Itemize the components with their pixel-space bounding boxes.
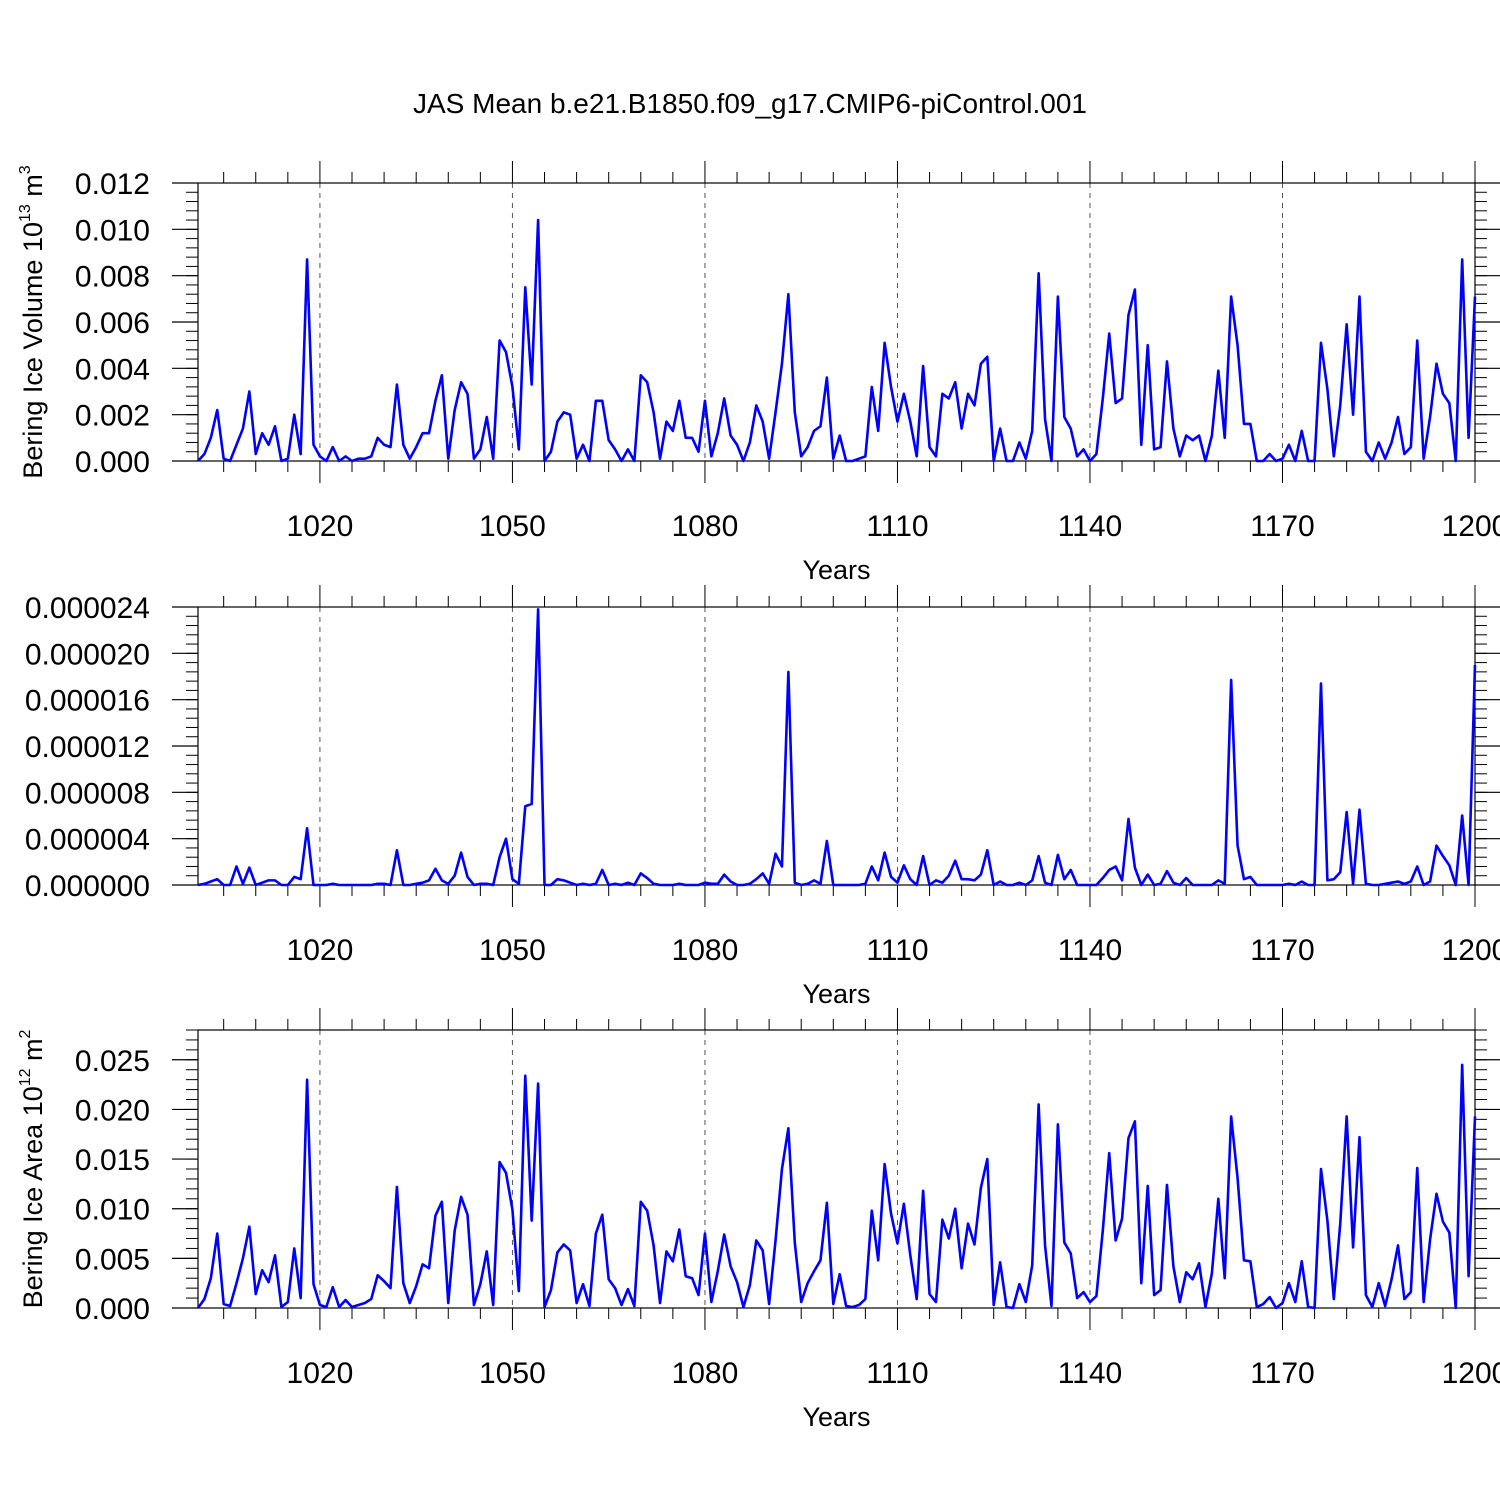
ytick-label: 0.000012	[25, 731, 150, 764]
ytick-label: 0.000024	[25, 592, 150, 625]
xtick-label: 1080	[672, 934, 739, 967]
xtick-label: 1170	[1250, 1357, 1315, 1390]
xtick-label: 1140	[1058, 1357, 1123, 1390]
plot-panel-ice-volume: 0.000 0.002 0.004 0.006 0.008 0.010 0.012 1020 1…	[17, 161, 1500, 585]
xtick-label: 1020	[287, 934, 354, 967]
xtick-label: 1020	[287, 510, 354, 543]
ytick-label: 0.000004	[25, 824, 150, 857]
xtick-label: 1050	[479, 510, 546, 543]
xtick-label: 1080	[672, 510, 739, 543]
xtick-label: 1200	[1442, 510, 1500, 543]
ytick-label: 0.000	[75, 446, 150, 479]
series-line	[197, 608, 1477, 887]
xtick-label: 1020	[287, 1357, 354, 1390]
ytick-label: 0.015	[75, 1144, 150, 1177]
ytick-label: 0.000020	[25, 638, 150, 671]
series-line	[197, 218, 1477, 463]
xtick-label: 1140	[1058, 510, 1123, 543]
xtick-label: 1110	[866, 934, 928, 967]
plot-frame	[197, 606, 1476, 886]
ytick-label: 0.010	[75, 214, 150, 247]
plot-frame	[197, 1029, 1476, 1309]
xtick-label: 1170	[1250, 510, 1315, 543]
xtick-label: 1170	[1250, 934, 1315, 967]
xtick-label: 1110	[866, 510, 928, 543]
ytick-label: 0.000000	[25, 870, 150, 903]
plot-frame	[197, 182, 1476, 462]
ytick-label: 0.012	[75, 168, 150, 201]
xtick-label: 1050	[479, 934, 546, 967]
xtick-label: 1140	[1058, 934, 1123, 967]
plot-panel-ice-secondary: 0.000000 0.000004 0.000008 0.000012 0.000016…	[25, 585, 1500, 1009]
x-axis-label: Years	[802, 555, 870, 585]
xtick-label: 1080	[672, 1357, 739, 1390]
ytick-label: 0.008	[75, 261, 150, 294]
ytick-label: 0.005	[75, 1243, 150, 1276]
ytick-label: 0.010	[75, 1194, 150, 1227]
xtick-label: 1110	[866, 1357, 928, 1390]
figure-title: JAS Mean b.e21.B1850.f09_g17.CMIP6-piCon…	[413, 88, 1087, 119]
ytick-label: 0.025	[75, 1045, 150, 1078]
x-axis-label: Years	[802, 979, 870, 1009]
ytick-label: 0.004	[75, 353, 150, 386]
series-line	[196, 1063, 1477, 1310]
y-axis-label: Bering Ice Volume 1013 m3	[17, 165, 48, 478]
x-axis-label: Years	[802, 1402, 870, 1432]
y-axis-label: Bering Ice Area 1012 m2	[17, 1029, 48, 1308]
xtick-label: 1050	[479, 1357, 546, 1390]
ytick-label: 0.020	[75, 1094, 150, 1127]
ytick-label: 0.000	[75, 1293, 150, 1326]
ytick-label: 0.000016	[25, 685, 150, 718]
ytick-label: 0.006	[75, 307, 150, 340]
plot-panel-ice-area: 0.000 0.005 0.010 0.015 0.020 0.025 1020 1050 10…	[17, 1008, 1500, 1432]
ytick-label: 0.002	[75, 400, 150, 433]
xtick-label: 1200	[1442, 1357, 1500, 1390]
ytick-label: 0.000008	[25, 777, 150, 810]
xtick-label: 1200	[1442, 934, 1500, 967]
